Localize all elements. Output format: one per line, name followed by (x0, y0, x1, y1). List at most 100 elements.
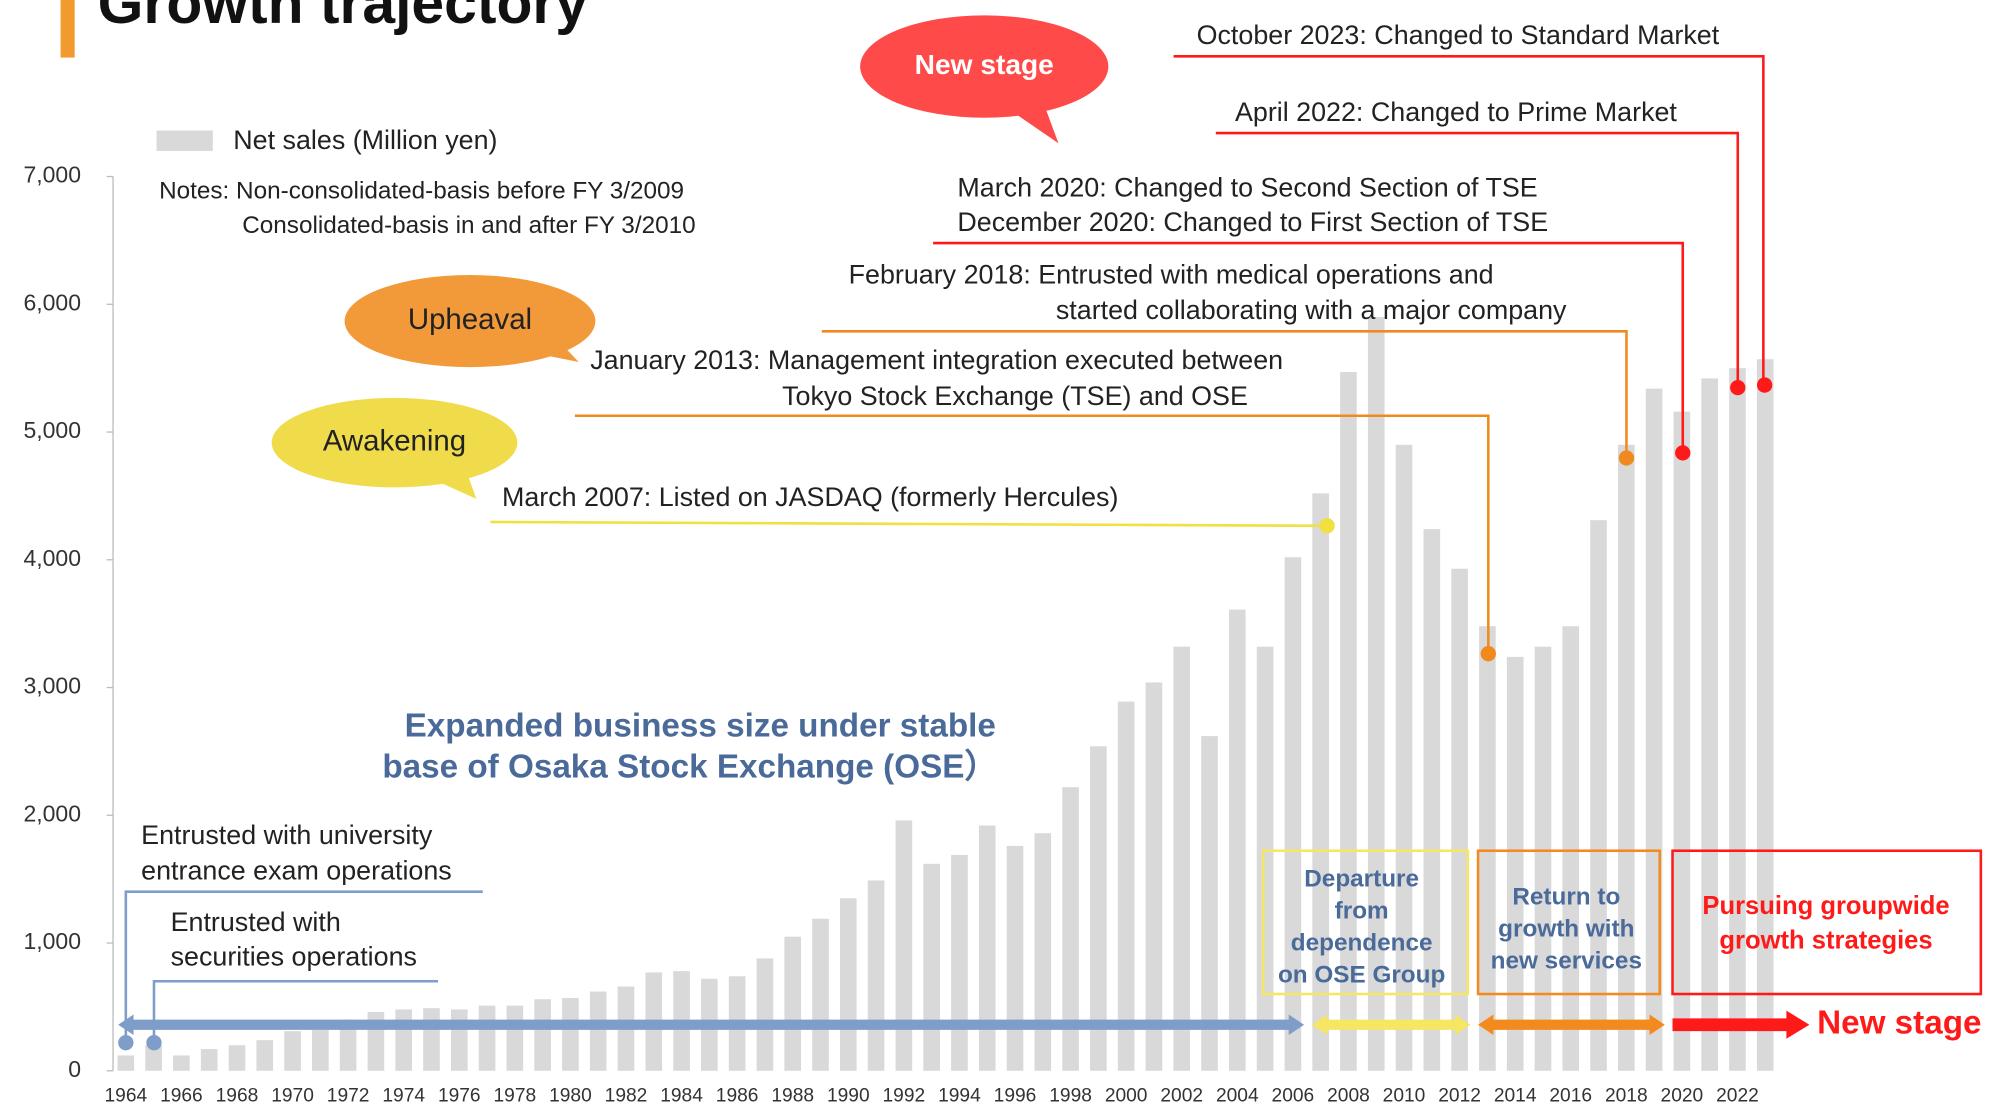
x-tick-label: 1980 (549, 1085, 592, 1106)
note: Notes: Non-consolidated-basis before FY … (159, 177, 684, 204)
x-tick-label: 1972 (327, 1085, 370, 1106)
x-tick-label: 1998 (1049, 1085, 1092, 1106)
annotation: Expanded business size under stable (405, 708, 996, 745)
bar (423, 1008, 440, 1071)
x-tick-label: 2010 (1383, 1085, 1426, 1106)
connector (1173, 55, 1765, 386)
bar (1201, 736, 1218, 1071)
bar (228, 1045, 246, 1071)
bar (1701, 378, 1718, 1071)
x-tick-label: 1968 (216, 1085, 259, 1106)
connector (1215, 131, 1740, 388)
x-tick-label: 1964 (105, 1085, 148, 1106)
bar (312, 1029, 329, 1071)
bar (1423, 529, 1441, 1071)
annotation: March 2020: Changed to Second Section of… (957, 172, 1537, 202)
bar (1312, 493, 1329, 1071)
phase-box (1261, 849, 1470, 996)
bar (1062, 787, 1079, 1071)
bar (1534, 646, 1552, 1071)
bubble (271, 397, 518, 488)
legend-label: Net sales (Million yen) (233, 125, 497, 155)
marker-dot (1756, 377, 1773, 393)
bar (562, 997, 579, 1071)
bar (1006, 845, 1024, 1071)
bar (1506, 656, 1524, 1071)
bar (450, 1009, 468, 1071)
bar (867, 880, 885, 1071)
annotation: base of Osaka Stock Exchange (OSE） (382, 749, 997, 786)
x-tick-label: 2006 (1272, 1085, 1315, 1106)
x-tick-label: 1986 (716, 1085, 759, 1106)
bar (784, 936, 802, 1071)
annotation: April 2022: Changed to Prime Market (1235, 97, 1677, 127)
annotation: February 2018: Entrusted with medical op… (849, 259, 1494, 289)
bar (173, 1055, 190, 1071)
bar (1451, 568, 1468, 1071)
marker-dot (146, 1034, 162, 1051)
x-tick-label: 2018 (1605, 1085, 1648, 1106)
annotation: October 2023: Changed to Standard Market (1197, 20, 1720, 50)
x-tick-label: 1982 (605, 1085, 648, 1106)
y-tick-label: 3,000 (23, 673, 81, 699)
x-tick-label: 2020 (1661, 1085, 1704, 1106)
x-tick-label: 1994 (938, 1085, 981, 1106)
bar (1645, 388, 1663, 1071)
marker-dot (1675, 445, 1691, 461)
bar (812, 918, 829, 1071)
connector (124, 890, 483, 1043)
connector (574, 414, 1490, 654)
phase-label: Departure (1304, 866, 1419, 893)
annotation: Entrusted with (171, 907, 341, 937)
y-tick-label: 5,000 (23, 417, 81, 443)
bar (1590, 520, 1607, 1071)
bar (1256, 646, 1274, 1071)
connector (821, 330, 1628, 458)
bar (1145, 682, 1163, 1071)
x-tick-label: 1978 (494, 1085, 537, 1106)
bubble-tail (1013, 108, 1059, 144)
y-tick-label: 6,000 (23, 289, 81, 315)
bar (1034, 833, 1052, 1071)
bar (478, 1005, 496, 1071)
legend-swatch (156, 130, 213, 151)
x-tick-label: 2008 (1327, 1085, 1370, 1106)
phase-arrows (118, 1010, 1810, 1039)
phase-label: from (1335, 898, 1389, 925)
x-tick-label: 2002 (1160, 1085, 1203, 1106)
x-tick-label: 2022 (1716, 1085, 1759, 1106)
bar (506, 1005, 524, 1071)
y-tick-label: 7,000 (23, 162, 81, 188)
bar (1090, 746, 1107, 1071)
bar (117, 1055, 135, 1071)
x-tick-label: 1992 (883, 1085, 926, 1106)
bar (1479, 626, 1496, 1071)
connector (490, 520, 1328, 528)
y-tick-label: 4,000 (23, 545, 81, 571)
x-tick-label: 1976 (438, 1085, 481, 1106)
chart-title: Growth trajectory (98, 0, 589, 36)
annotation: Entrusted with university (141, 820, 433, 850)
bar (951, 854, 968, 1071)
phase-label: dependence (1291, 930, 1433, 957)
x-tick-label: 1970 (271, 1085, 314, 1106)
phase-label: growth with (1498, 915, 1634, 942)
bar (1367, 317, 1385, 1071)
note: Consolidated-basis in and after FY 3/201… (242, 212, 695, 239)
phase-label: new services (1491, 947, 1642, 974)
annotation: entrance exam operations (141, 856, 452, 886)
annotation: March 2007: Listed on JASDAQ (formerly H… (502, 482, 1119, 512)
x-tick-label: 2014 (1494, 1085, 1537, 1106)
markers (118, 377, 1773, 1051)
x-tick-label: 2012 (1438, 1085, 1481, 1106)
phase-label: Pursuing groupwide (1702, 892, 1949, 920)
bar (200, 1049, 218, 1071)
bar (978, 825, 996, 1071)
bar (839, 898, 857, 1071)
bubble-label: Awakening (323, 424, 466, 457)
bubble-label: New stage (915, 49, 1054, 80)
bar (1673, 411, 1691, 1071)
bar (1117, 701, 1135, 1071)
bar (1284, 557, 1302, 1071)
